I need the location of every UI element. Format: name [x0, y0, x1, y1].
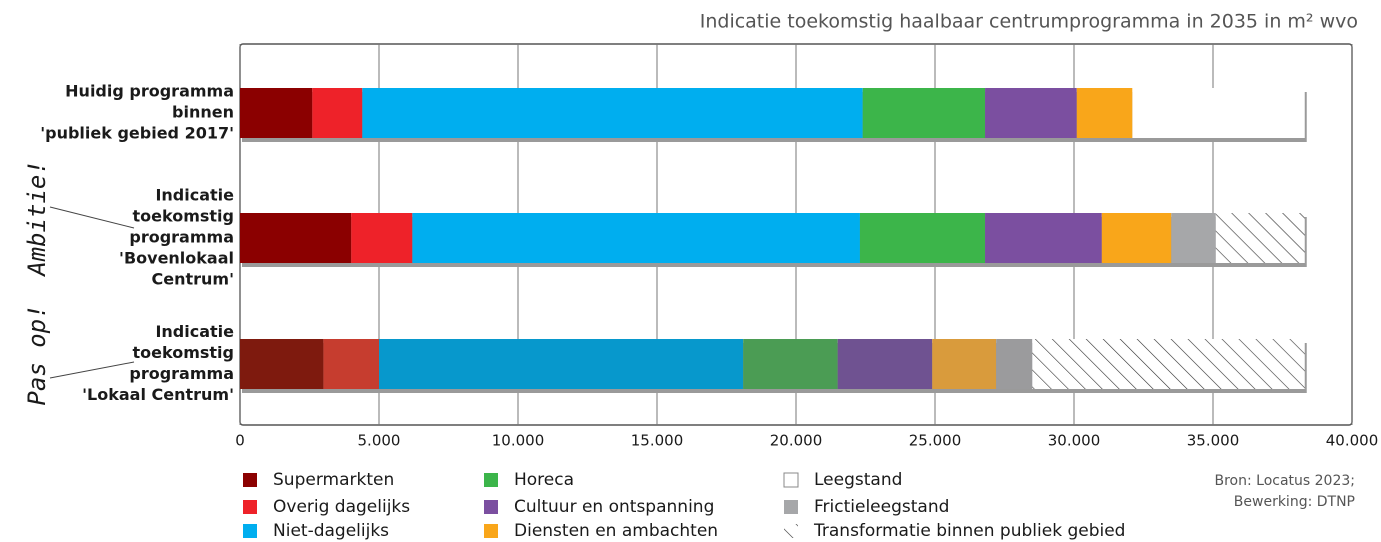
bar-segment: [1032, 339, 1305, 389]
bar-segment: [1101, 213, 1172, 263]
bar-segment: [240, 339, 324, 389]
legend-swatch: [243, 473, 257, 487]
x-tick-label: 35.000: [1187, 432, 1240, 450]
source: Bewerking: DTNP: [1234, 494, 1355, 510]
bar-segment: [862, 88, 986, 138]
x-tick-label: 15.000: [631, 432, 684, 450]
bar-segment: [985, 213, 1102, 263]
category-label: toekomstig: [133, 207, 234, 226]
category-label: 'Lokaal Centrum': [82, 385, 234, 404]
bar-segment: [859, 213, 986, 263]
legend-swatch: [484, 473, 498, 487]
legend-swatch: [484, 524, 498, 538]
legend-label: Horeca: [514, 470, 574, 490]
legend-label: Supermarkten: [273, 470, 394, 490]
legend-label: Overig dagelijks: [273, 497, 410, 517]
bar-segment: [323, 339, 379, 389]
source: Bron: Locatus 2023;: [1214, 473, 1355, 489]
bar-segment: [743, 339, 838, 389]
legend-label: Frictieleegstand: [814, 497, 949, 517]
legend-swatch: [484, 500, 498, 514]
bar-segment: [1215, 213, 1305, 263]
annotation-line: [49, 361, 135, 379]
category-label: toekomstig: [133, 343, 234, 362]
bar-segment: [1132, 88, 1305, 138]
x-tick-label: 30.000: [1048, 432, 1101, 450]
annotation-text: Pas op!: [23, 304, 51, 405]
legend-swatch: [783, 472, 799, 488]
bar-segment: [240, 213, 352, 263]
bar-segment: [362, 88, 863, 138]
category-label: Indicatie: [155, 186, 234, 205]
annotation-text: Ambitie!: [23, 160, 51, 278]
legend-label: Transformatie binnen publiek gebied: [813, 521, 1125, 541]
bar-segment: [1171, 213, 1216, 263]
legend-label: Leegstand: [814, 470, 902, 490]
annotation: Ambitie! Pas op!: [23, 160, 135, 406]
x-tick-label: 0: [235, 432, 245, 450]
category-label: Huidig programma: [65, 82, 234, 101]
category-label: programma: [129, 228, 234, 247]
x-tick-label: 25.000: [909, 432, 962, 450]
bar-segment: [412, 213, 860, 263]
legend-label: Cultuur en ontspanning: [514, 497, 714, 517]
bar-segment: [837, 339, 933, 389]
category-label: 'publiek gebied 2017': [40, 124, 234, 143]
x-tick-label: 20.000: [770, 432, 823, 450]
bar-segment: [1076, 88, 1133, 138]
category-label: programma: [129, 364, 234, 383]
legend-swatch: [784, 524, 798, 538]
bar-segment: [312, 88, 363, 138]
bar-segment: [351, 213, 413, 263]
legend-swatch: [784, 500, 798, 514]
bar-segment: [379, 339, 744, 389]
category-label: binnen: [172, 103, 234, 122]
x-tick-label: 40.000: [1326, 432, 1379, 450]
annotation-line: [49, 206, 135, 229]
legend-swatch: [243, 524, 257, 538]
legend-swatch: [243, 500, 257, 514]
category-label: Indicatie: [155, 322, 234, 341]
legend-label: Niet-dagelijks: [273, 521, 389, 541]
bar-segment: [985, 88, 1077, 138]
bar-segment: [932, 339, 997, 389]
bar-segment: [240, 88, 313, 138]
category-label: 'Bovenlokaal: [119, 249, 234, 268]
chart-title: Indicatie toekomstig haalbaar centrumpro…: [700, 11, 1358, 33]
bar-segment: [996, 339, 1033, 389]
x-tick-label: 10.000: [492, 432, 545, 450]
legend-label: Diensten en ambachten: [514, 521, 718, 541]
category-label: Centrum': [152, 270, 234, 289]
x-tick-label: 5.000: [358, 432, 401, 450]
